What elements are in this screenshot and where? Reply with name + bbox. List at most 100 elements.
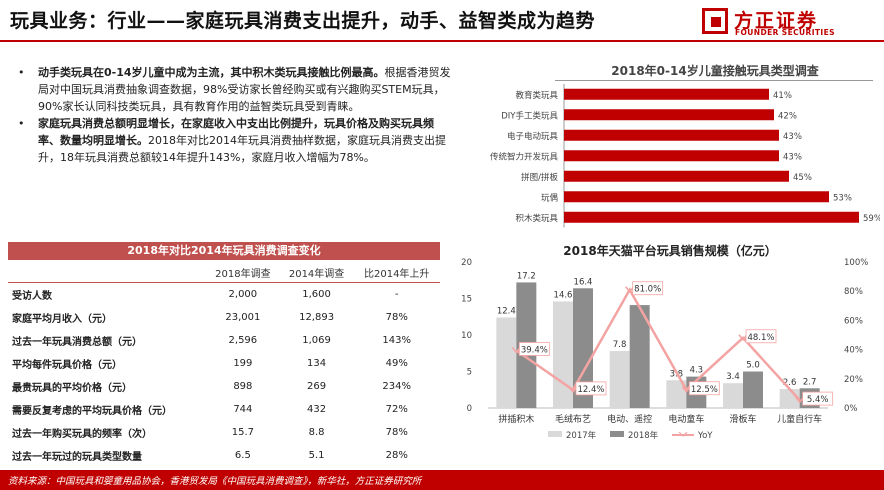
table-row: 过去一年玩过的玩具类型数量 6.5 5.1 28% bbox=[8, 444, 440, 467]
chart2-right-tick: 0% bbox=[844, 404, 858, 414]
table-row: 家庭平均月收入（元） 23,001 12,893 78% bbox=[8, 306, 440, 329]
chart2-right-tick: 100% bbox=[844, 258, 868, 268]
chart2-yoy-label-box bbox=[802, 391, 834, 406]
toy-type-bar-chart: 教育类玩具 41% DIY手工类玩具 42% 电子电动玩具 43% 传统智力开发玩具 43% 拼… bbox=[490, 84, 880, 228]
table-cell: 234% bbox=[382, 381, 412, 392]
bullet-body-text: 2018年对比2014年玩具消费抽样数据，家庭玩具消费支出提升，18年玩具消费总… bbox=[38, 134, 446, 164]
table-row-label: 过去一年玩过的玩具类型数量 bbox=[12, 452, 142, 463]
bullet-item: • 家庭玩具消费总额明显增长，在家庭收入中支出比例提升，玩具价格及购买玩具频率、… bbox=[12, 115, 452, 166]
page-title: 玩具业务：行业——家庭玩具消费支出提升，动手、益智类成为趋势 bbox=[10, 10, 596, 32]
table-row-label: 平均每件玩具价格（元） bbox=[12, 360, 122, 371]
table-row: 过去一年购买玩具的频率（次） 15.7 8.8 78% bbox=[8, 421, 440, 444]
chart2-bar-label: 16.4 bbox=[574, 277, 593, 287]
chart2-legend-label: YoY bbox=[697, 431, 713, 441]
table-row: 平均每件玩具价格（元） 199 134 49% bbox=[8, 352, 440, 375]
table-cell: 8.8 bbox=[308, 427, 325, 438]
table-cell: 1,600 bbox=[302, 289, 331, 300]
bullet-body-text: 根据香港贸发局对中国玩具消费抽象调查数据，98%受访家长曾经购买或有兴趣购买ST… bbox=[38, 66, 451, 113]
chart1-value-label: 45% bbox=[793, 173, 812, 183]
chart2-bar bbox=[666, 380, 687, 408]
chart1-bar bbox=[564, 129, 779, 141]
table-cell: 78% bbox=[385, 427, 408, 438]
table-cell: - bbox=[394, 289, 399, 300]
table-cell: 5.1 bbox=[308, 450, 325, 461]
table-cell: 199 bbox=[233, 358, 253, 369]
table-row: 需要反复考虑的平均玩具价格（元） 744 432 72% bbox=[8, 398, 440, 421]
chart2-legend-marker bbox=[678, 431, 688, 437]
chart2-category-label: 儿童自行车 bbox=[777, 413, 822, 425]
chart2-yoy-label: 81.0% bbox=[634, 285, 661, 295]
table-cell: 143% bbox=[382, 335, 412, 346]
chart2-yoy-label-box bbox=[688, 381, 720, 396]
bullet-dot-icon: • bbox=[18, 117, 25, 130]
chart2-right-tick: 60% bbox=[844, 316, 863, 326]
chart1-bar bbox=[564, 109, 774, 121]
chart2-bar-label: 5.0 bbox=[746, 361, 760, 371]
survey-table: 2018年调查 2014年调查 比2014年上升 受访人数 2,000 1,600 -… bbox=[8, 262, 440, 467]
chart2-bar-label: 7.8 bbox=[613, 340, 627, 350]
table-cell: 49% bbox=[385, 358, 408, 369]
chart2-category-label: 电动、遥控 bbox=[607, 413, 652, 425]
table-row: 过去一年玩具消费总额（元） 2,596 1,069 143% bbox=[8, 329, 440, 352]
chart1-bar bbox=[564, 150, 779, 162]
table-cell: 2,000 bbox=[228, 289, 258, 300]
source-note: 资料来源：中国玩具和婴童用品协会，香港贸发局《中国玩具消费调查》，新华社，方正证… bbox=[8, 476, 422, 487]
chart1-category-label: 教育类玩具 bbox=[515, 90, 558, 101]
table-row-label: 过去一年玩具消费总额（元） bbox=[12, 337, 142, 348]
table-header-cell: 比2014年上升 bbox=[353, 262, 440, 283]
chart2-bar bbox=[629, 305, 650, 408]
chart2-yoy-label-box bbox=[518, 342, 550, 356]
table-header-row: 2018年调查 2014年调查 比2014年上升 bbox=[8, 262, 440, 283]
chart1-title: 2018年0-14岁儿童接触玩具类型调查 bbox=[611, 64, 819, 78]
chart2-left-tick: 10 bbox=[461, 331, 472, 341]
chart2-category-label: 拼插积木 bbox=[498, 413, 534, 425]
table-row-label: 受访人数 bbox=[12, 291, 52, 302]
chart1-bar bbox=[564, 88, 769, 100]
chart2-legend-swatch bbox=[548, 431, 562, 437]
chart2-left-tick: 15 bbox=[461, 295, 472, 305]
table-cell: 2,596 bbox=[228, 335, 258, 346]
chart2-right-tick: 40% bbox=[844, 346, 863, 356]
table-title: 2018年对比2014年玩具消费调查变化 bbox=[8, 242, 440, 260]
chart2-bar bbox=[609, 351, 630, 408]
chart2-left-tick: 0 bbox=[467, 404, 472, 414]
chart1-category-label: 玩偶 bbox=[541, 192, 558, 203]
chart1-value-label: 43% bbox=[783, 132, 802, 142]
chart1-value-label: 53% bbox=[833, 193, 852, 203]
table-header-cell: 2014年调查 bbox=[279, 262, 354, 283]
chart2-category-label: 毛绒布艺 bbox=[555, 413, 591, 425]
table-cell: 898 bbox=[233, 381, 253, 392]
chart2-left-tick: 5 bbox=[467, 368, 472, 378]
chart2-legend-label: 2017年 bbox=[566, 430, 597, 441]
chart2-bar-label: 4.3 bbox=[690, 366, 704, 376]
table-cell: 15.7 bbox=[231, 427, 254, 438]
table-cell: 28% bbox=[385, 450, 408, 461]
chart2-legend-swatch bbox=[610, 431, 624, 437]
chart1-category-label: 电子电动玩具 bbox=[507, 131, 559, 142]
table-cell: 23,001 bbox=[225, 312, 261, 323]
tmall-sales-chart: 051015200%20%40%60%80%100%12.414.67.83.8… bbox=[461, 258, 868, 441]
table-cell: 6.5 bbox=[234, 450, 251, 461]
company-logo: 方正证券 FOUNDER SECURITIES bbox=[702, 8, 878, 38]
table-cell: 1,069 bbox=[302, 335, 331, 346]
table-cell: 72% bbox=[385, 404, 408, 415]
chart1-category-label: DIY手工类玩具 bbox=[501, 110, 558, 121]
table-cell: 134 bbox=[307, 358, 327, 369]
chart1-value-label: 42% bbox=[778, 111, 797, 121]
chart2-bar-label: 2.6 bbox=[783, 378, 797, 388]
logo-square-icon bbox=[702, 8, 728, 34]
chart2-yoy-line bbox=[515, 287, 801, 401]
bullet-item: • 动手类玩具在0-14岁儿童中成为主流，其中积木类玩具接触比例最高。根据香港贸… bbox=[12, 64, 452, 115]
chart1-value-label: 41% bbox=[773, 91, 792, 101]
chart2-yoy-label: 12.5% bbox=[691, 385, 718, 395]
chart2-bar bbox=[723, 383, 743, 408]
chart2-yoy-label: 39.4% bbox=[521, 345, 548, 355]
table-row-label: 过去一年购买玩具的频率（次） bbox=[12, 429, 152, 440]
chart2-bar bbox=[573, 288, 593, 408]
chart2-yoy-label-box bbox=[575, 381, 607, 396]
table-cell: 78% bbox=[385, 312, 408, 323]
bullet-bold-text: 家庭玩具消费总额明显增长，在家庭收入中支出比例提升，玩具价格及购买玩具频率、数量… bbox=[38, 117, 434, 147]
table-cell: 744 bbox=[233, 404, 253, 415]
chart2-yoy-label: 5.4% bbox=[807, 395, 829, 405]
table-cell: 432 bbox=[307, 404, 327, 415]
